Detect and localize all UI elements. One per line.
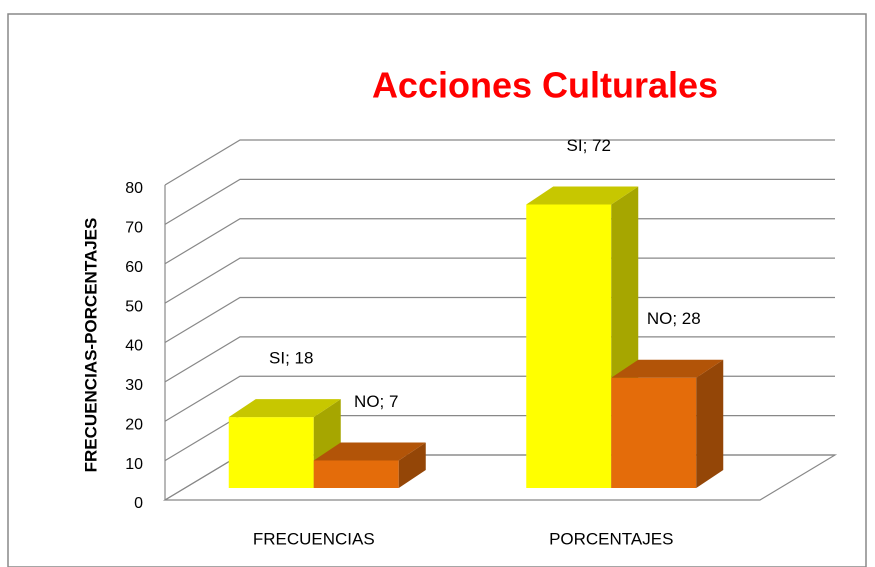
bar-front (228, 417, 314, 488)
bar-side (696, 359, 724, 488)
grid-line (164, 178, 835, 225)
bar (611, 359, 724, 488)
y-tick-label: 60 (125, 259, 143, 276)
bar-front (611, 377, 697, 488)
data-label: NO; 7 (354, 392, 398, 411)
bar-side (398, 442, 426, 488)
data-label: SI; 18 (269, 349, 313, 368)
bar-front (526, 204, 612, 488)
bar (313, 442, 426, 488)
x-tick-label: FRECUENCIAS (253, 529, 375, 548)
data-label: SI; 72 (567, 136, 611, 155)
y-tick-label: 80 (125, 180, 143, 197)
bar-top (313, 442, 426, 461)
y-tick-label: 70 (125, 220, 143, 237)
bar-front (313, 460, 399, 488)
chart-title: Acciones Culturales (372, 65, 718, 106)
grid-line (164, 139, 835, 186)
y-tick-label: 50 (125, 298, 143, 315)
y-tick-label: 30 (125, 377, 143, 394)
bar-top (611, 359, 724, 378)
bar-top (228, 399, 341, 418)
y-tick-label: 20 (125, 416, 143, 433)
y-tick-label: 10 (125, 456, 143, 473)
y-tick-label: 40 (125, 338, 143, 355)
bar-top (526, 186, 639, 205)
data-label: NO; 28 (647, 309, 701, 328)
x-tick-label: PORCENTAJES (549, 529, 673, 548)
y-axis-label: FRECUENCIAS-PORCENTAJES (81, 218, 100, 473)
y-tick-label: 0 (134, 495, 143, 512)
